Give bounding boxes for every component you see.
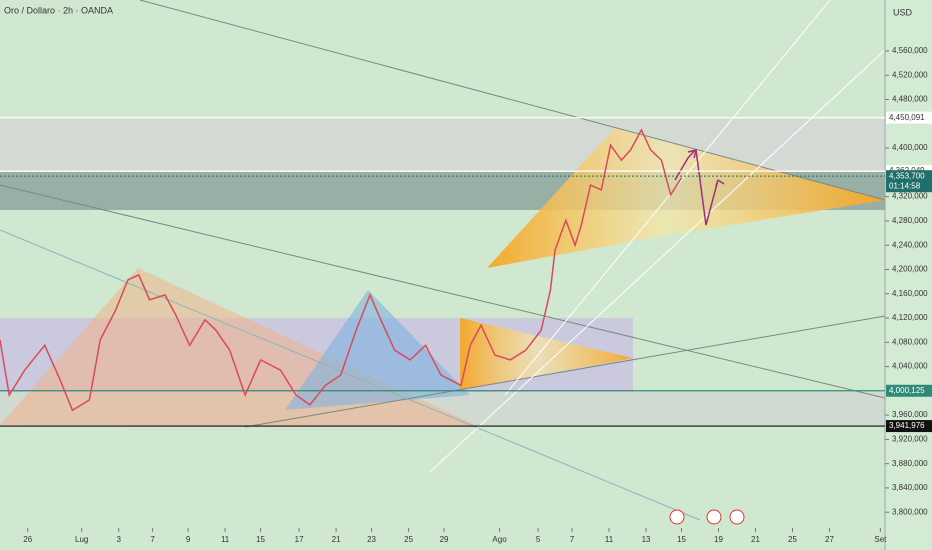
y-tick-label: 3,880,000	[892, 459, 928, 468]
x-tick-label: 23	[367, 535, 376, 544]
channel-line	[429, 49, 886, 473]
x-tick-label: 5	[536, 535, 541, 544]
price-axis	[885, 0, 932, 550]
y-tick-label: 4,120,000	[892, 313, 928, 322]
y-tick-label: 4,080,000	[892, 337, 928, 346]
x-tick-label: 27	[825, 535, 834, 544]
price-tag-label: 4,450,091	[889, 113, 925, 122]
price-tag-label: 3,941,976	[889, 421, 925, 430]
trendline	[0, 184, 886, 399]
x-tick-label: 29	[440, 535, 449, 544]
y-tick-label: 4,040,000	[892, 362, 928, 371]
price-tag: 4,450,091	[886, 111, 932, 124]
y-tick-label: 4,320,000	[892, 192, 928, 201]
triangle	[285, 290, 470, 410]
x-tick-label: 21	[751, 535, 760, 544]
price-tag: 3,941,976	[886, 420, 932, 433]
x-tick-label: 25	[788, 535, 797, 544]
pennant	[460, 318, 633, 390]
chart-title: Oro / Dollaro · 2h · OANDA	[4, 5, 113, 15]
x-tick-label: 7	[150, 535, 155, 544]
y-tick-label: 4,520,000	[892, 70, 928, 79]
event-icon	[669, 509, 685, 525]
price-tag: 4,000,125	[886, 384, 932, 397]
x-tick-label: Lug	[75, 535, 88, 544]
x-tick-label: 19	[714, 535, 723, 544]
countdown: 01:14:58	[889, 181, 921, 190]
x-tick-label: Set	[874, 535, 887, 544]
x-tick-label: 3	[116, 535, 121, 544]
x-tick-label: 7	[570, 535, 575, 544]
y-tick-label: 3,840,000	[892, 483, 928, 492]
y-tick-label: 3,800,000	[892, 507, 928, 516]
price-tag-bg	[886, 111, 932, 124]
y-tick-label: 3,920,000	[892, 435, 928, 444]
price-tag-label: 4,000,125	[889, 386, 925, 395]
price-tag-bg	[886, 420, 932, 433]
x-tick-label: 25	[404, 535, 413, 544]
x-tick-label: 13	[642, 535, 651, 544]
price-line	[0, 128, 683, 412]
x-tick-label: 11	[605, 535, 614, 544]
x-tick-label: 15	[256, 535, 265, 544]
currency: USD	[893, 7, 913, 17]
x-tick-label: 11	[221, 535, 230, 544]
channel-line	[504, 0, 831, 396]
x-tick-label: Ago	[492, 535, 507, 544]
projection-arrow	[674, 148, 725, 226]
y-tick-label: 4,480,000	[892, 95, 928, 104]
price-tag-bg	[886, 384, 932, 397]
y-tick-label: 4,400,000	[892, 143, 928, 152]
last-price-label: 4,353,700	[889, 171, 925, 180]
y-tick-label: 4,240,000	[892, 240, 928, 249]
trendline	[0, 229, 701, 521]
y-tick-label: 4,200,000	[892, 265, 928, 274]
x-tick-label: 26	[23, 535, 32, 544]
pennant	[487, 128, 885, 268]
trendline	[139, 0, 886, 201]
trendline	[244, 315, 886, 428]
y-tick-label: 3,960,000	[892, 410, 928, 419]
x-tick-label: 21	[332, 535, 341, 544]
event-icon	[706, 509, 722, 525]
y-tick-label: 4,160,000	[892, 289, 928, 298]
y-tick-label: 4,280,000	[892, 216, 928, 225]
event-icon	[729, 509, 745, 525]
x-tick-label: 17	[295, 535, 304, 544]
y-tick-label: 4,560,000	[892, 46, 928, 55]
drawings	[0, 0, 886, 525]
x-tick-label: 15	[677, 535, 686, 544]
last-price-bg	[886, 170, 932, 193]
x-tick-label: 9	[186, 535, 191, 544]
